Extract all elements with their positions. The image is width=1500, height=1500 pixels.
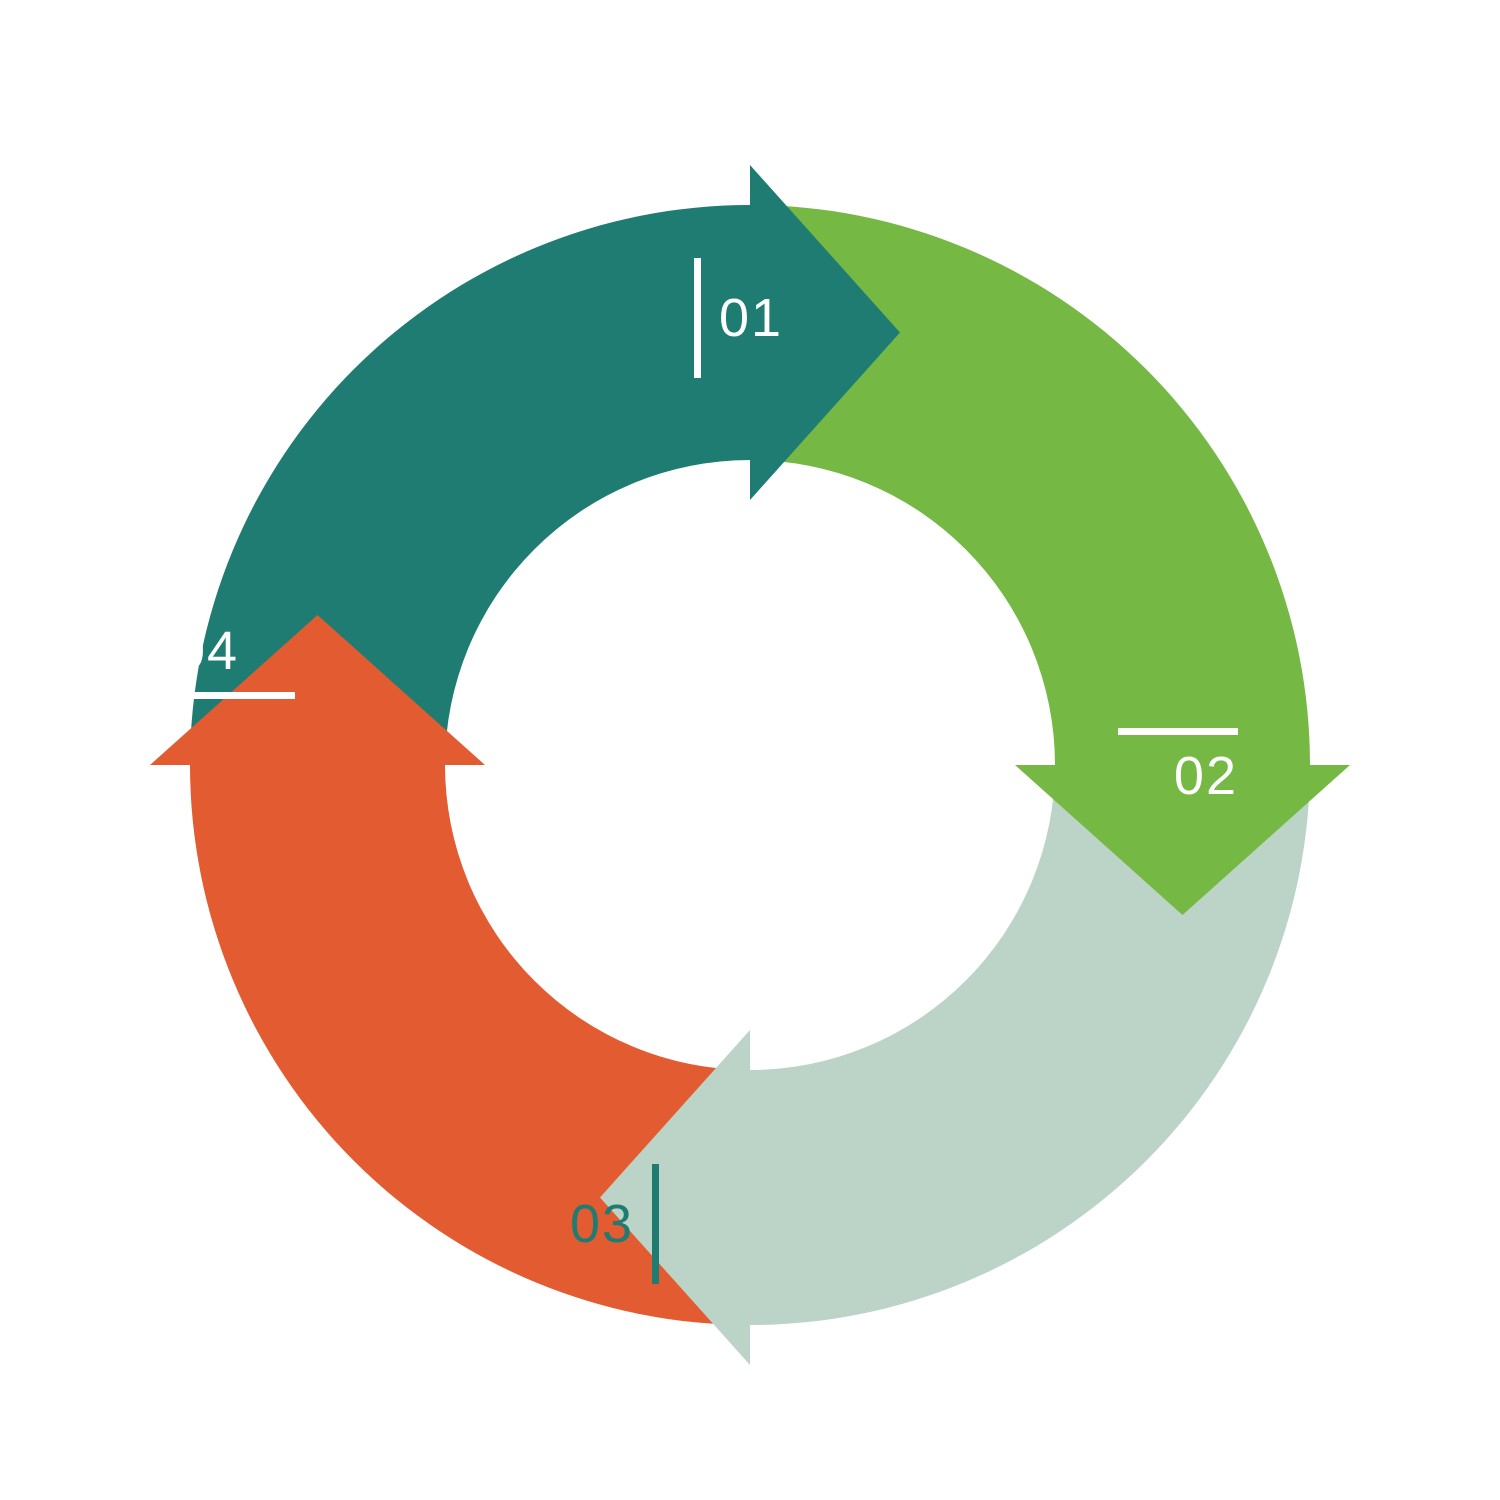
ring-svg [0,0,1500,1500]
cycle-diagram: 01 02 03 04 [0,0,1500,1500]
